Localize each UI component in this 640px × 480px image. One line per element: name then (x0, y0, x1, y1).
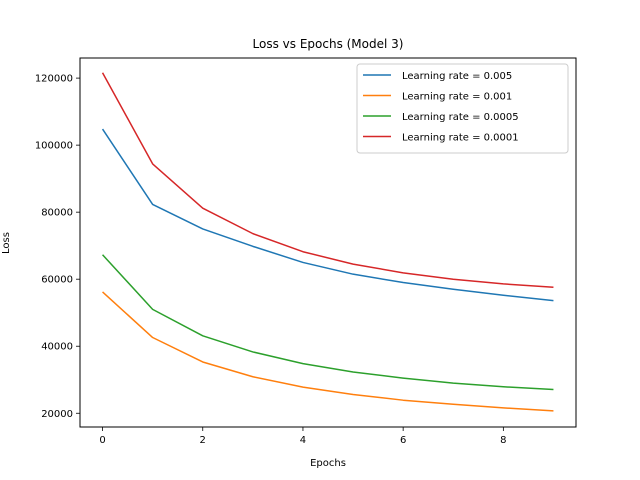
y-axis-label: Loss (1, 232, 12, 254)
x-tick-label: 2 (200, 435, 206, 446)
y-tick-label: 40000 (41, 342, 73, 353)
y-tick-label: 20000 (41, 409, 73, 420)
legend-label-3: Learning rate = 0.0001 (402, 133, 519, 144)
x-tick-label: 6 (400, 435, 406, 446)
legend-label-0: Learning rate = 0.005 (402, 71, 512, 82)
series-line-1 (102, 291, 554, 412)
x-tick-label: 4 (300, 435, 306, 446)
series-line-0 (101, 128, 554, 302)
plot-layer: 0 2 4 6 8 20000 40000 60000 80000 100000 120000 (35, 72, 554, 446)
x-tick-label: 0 (99, 435, 105, 446)
legend-box (356, 63, 569, 154)
series-line-2 (101, 254, 554, 391)
y-tick-label: 80000 (41, 208, 73, 219)
legend-label-2: Learning rate = 0.0005 (402, 112, 519, 123)
x-axis-label: Epochs (310, 458, 346, 469)
legend-label-1: Learning rate = 0.001 (402, 92, 512, 103)
y-tick-label: 60000 (41, 275, 73, 286)
y-tick-label: 100000 (35, 141, 73, 152)
y-tick-label: 120000 (35, 74, 73, 85)
legend: Learning rate = 0.005 Learning rate = 0.0… (356, 63, 569, 154)
axes-frame (79, 57, 577, 428)
series-line-3 (101, 72, 554, 288)
chart-title: Loss vs Epochs (Model 3) (253, 37, 404, 51)
x-tick-label: 8 (500, 435, 506, 446)
